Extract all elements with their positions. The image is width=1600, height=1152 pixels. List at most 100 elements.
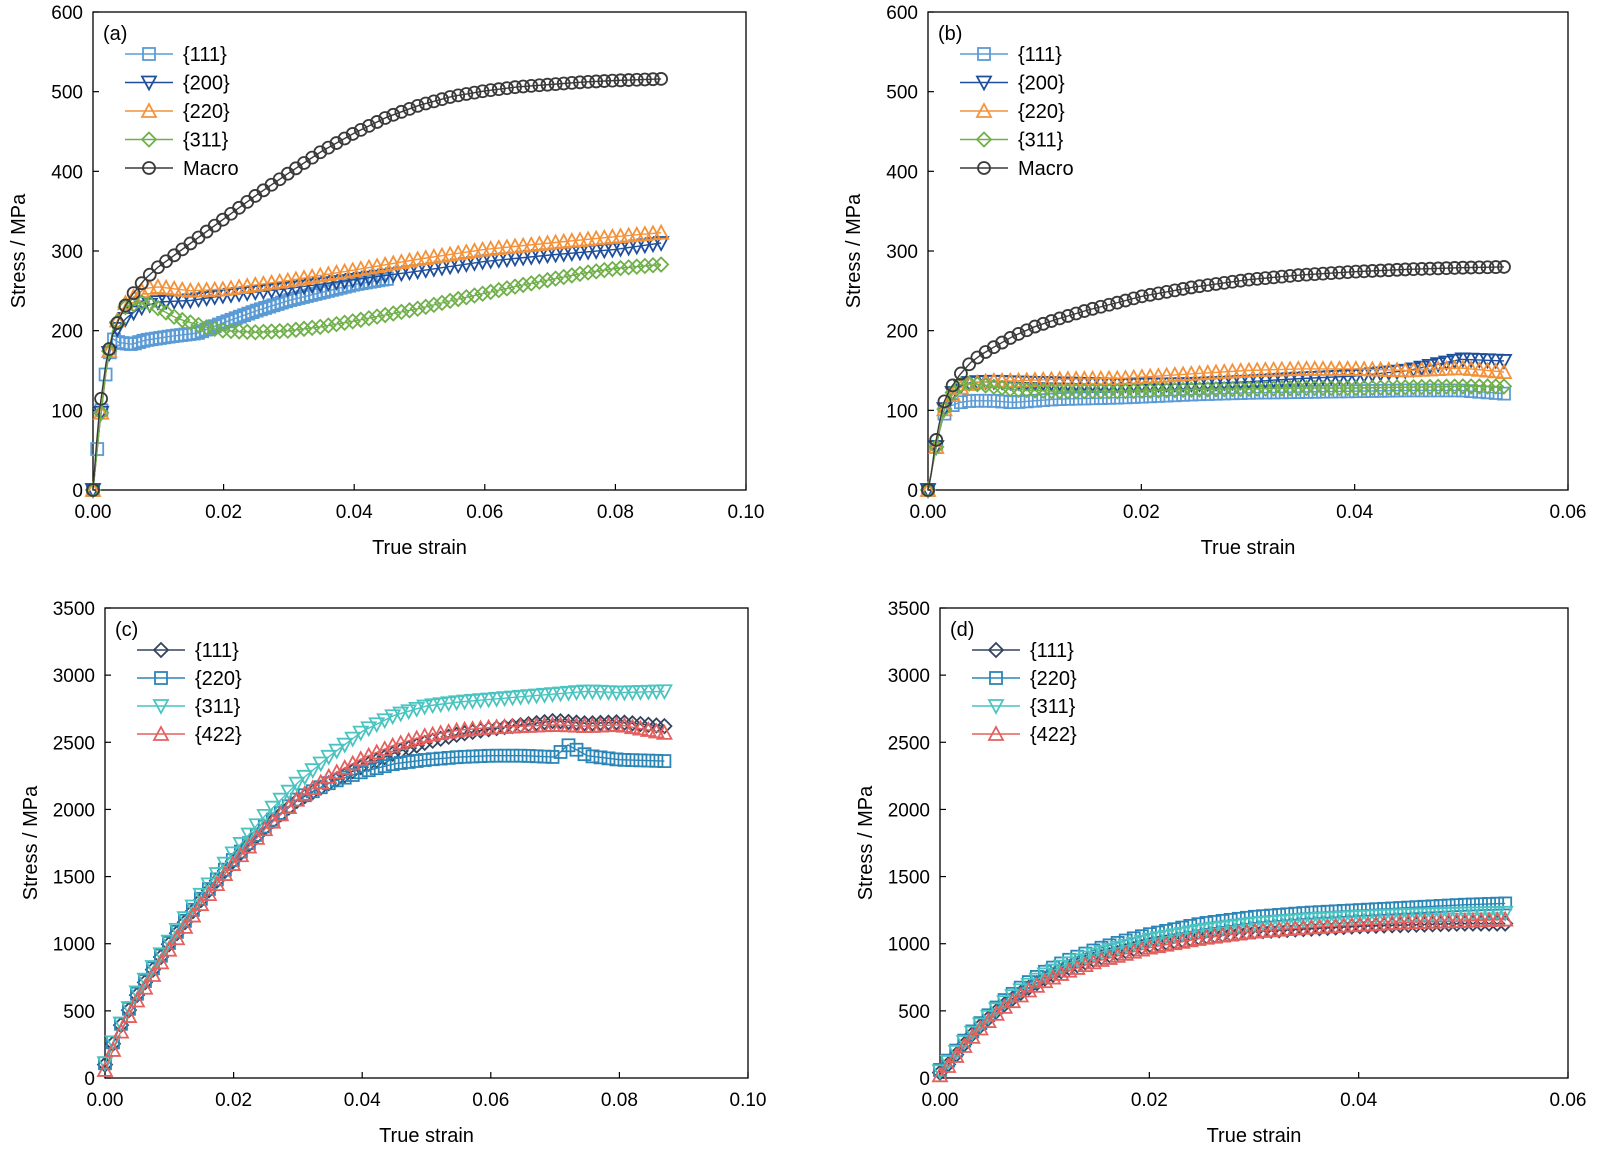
legend-label: {200}	[183, 73, 230, 95]
data-point	[1302, 912, 1320, 929]
data-point	[1289, 360, 1307, 376]
data-point	[604, 260, 621, 278]
data-point	[1454, 352, 1472, 369]
data-point	[654, 72, 669, 86]
data-point	[303, 319, 321, 337]
data-point	[1110, 295, 1125, 310]
data-point	[613, 73, 628, 88]
data-point	[500, 81, 514, 96]
data-point	[1126, 291, 1141, 306]
series-line	[927, 389, 1505, 491]
data-point	[1448, 906, 1466, 923]
data-point	[361, 763, 376, 778]
data-point	[1425, 899, 1440, 914]
data-point	[408, 737, 425, 754]
legend-label: {220}	[1030, 668, 1077, 690]
data-point	[1246, 916, 1264, 933]
data-point	[600, 714, 617, 731]
data-point	[524, 78, 539, 93]
data-point	[1003, 331, 1018, 345]
data-point	[360, 309, 378, 327]
data-point	[1455, 260, 1470, 275]
data-point	[1404, 361, 1422, 378]
data-point	[1135, 289, 1149, 304]
data-point	[615, 716, 633, 733]
data-point	[657, 754, 672, 768]
data-point	[1141, 382, 1159, 399]
data-point	[149, 295, 167, 312]
data-point	[336, 737, 354, 754]
data-point	[1347, 360, 1365, 376]
data-point	[1431, 261, 1446, 276]
data-point	[96, 1061, 114, 1077]
data-point	[593, 750, 608, 765]
y-tick-label: 600	[51, 3, 83, 24]
data-point	[1165, 928, 1183, 945]
legend-entry: {311}	[137, 696, 241, 718]
data-point	[206, 290, 224, 306]
data-point	[1439, 261, 1454, 276]
data-point	[1372, 366, 1390, 383]
legend-label: {111}	[183, 44, 227, 66]
x-axis-title: True strain	[379, 1125, 474, 1147]
data-point	[1274, 269, 1289, 284]
data-point	[962, 357, 977, 372]
legend-label: Macro	[183, 158, 239, 180]
legend-entry: {111}	[125, 44, 227, 66]
data-point	[1117, 382, 1134, 400]
data-point	[1322, 370, 1340, 387]
data-point	[165, 308, 183, 326]
data-point	[652, 236, 670, 252]
data-point	[1456, 906, 1474, 923]
data-point	[263, 283, 281, 300]
data-point	[1141, 377, 1159, 394]
data-point	[1102, 297, 1116, 312]
data-point	[1480, 906, 1498, 922]
data-point	[433, 294, 451, 312]
data-point	[1347, 369, 1365, 385]
data-point	[1225, 274, 1240, 289]
data-point	[1372, 360, 1390, 377]
legend-label: {422}	[1030, 724, 1077, 746]
data-point	[271, 282, 289, 299]
data-point	[1019, 394, 1034, 409]
data-point	[458, 289, 475, 306]
data-point	[466, 287, 483, 304]
data-point	[149, 277, 167, 294]
data-point	[620, 259, 637, 276]
data-point	[1258, 271, 1273, 286]
data-point	[1060, 309, 1075, 323]
data-point	[344, 754, 362, 771]
data-point	[1250, 271, 1265, 286]
x-tick-label: 0.06	[472, 1090, 509, 1111]
y-tick-label: 2500	[53, 733, 95, 754]
data-point	[1214, 920, 1232, 937]
data-point	[1174, 381, 1192, 399]
data-point	[1266, 270, 1281, 285]
data-point	[589, 74, 604, 89]
data-point	[376, 268, 394, 285]
data-point	[142, 267, 157, 282]
data-point	[1223, 375, 1241, 392]
data-point	[641, 753, 656, 768]
data-point	[449, 290, 467, 308]
data-point	[417, 298, 435, 316]
data-point	[1036, 316, 1051, 331]
data-point	[125, 305, 143, 322]
data-point	[173, 293, 191, 310]
data-point	[601, 751, 616, 766]
data-point	[482, 283, 499, 301]
data-point	[200, 885, 218, 902]
data-point	[448, 695, 466, 712]
data-point	[1380, 361, 1398, 377]
data-point	[1281, 372, 1299, 389]
legend-marker	[142, 161, 156, 175]
legend-marker	[140, 102, 158, 118]
data-point	[378, 111, 393, 125]
data-point	[1446, 353, 1464, 370]
data-point	[1158, 381, 1175, 399]
data-point	[1340, 384, 1355, 399]
data-point	[605, 73, 620, 88]
series-422	[931, 910, 1514, 1083]
data-point	[141, 295, 159, 312]
